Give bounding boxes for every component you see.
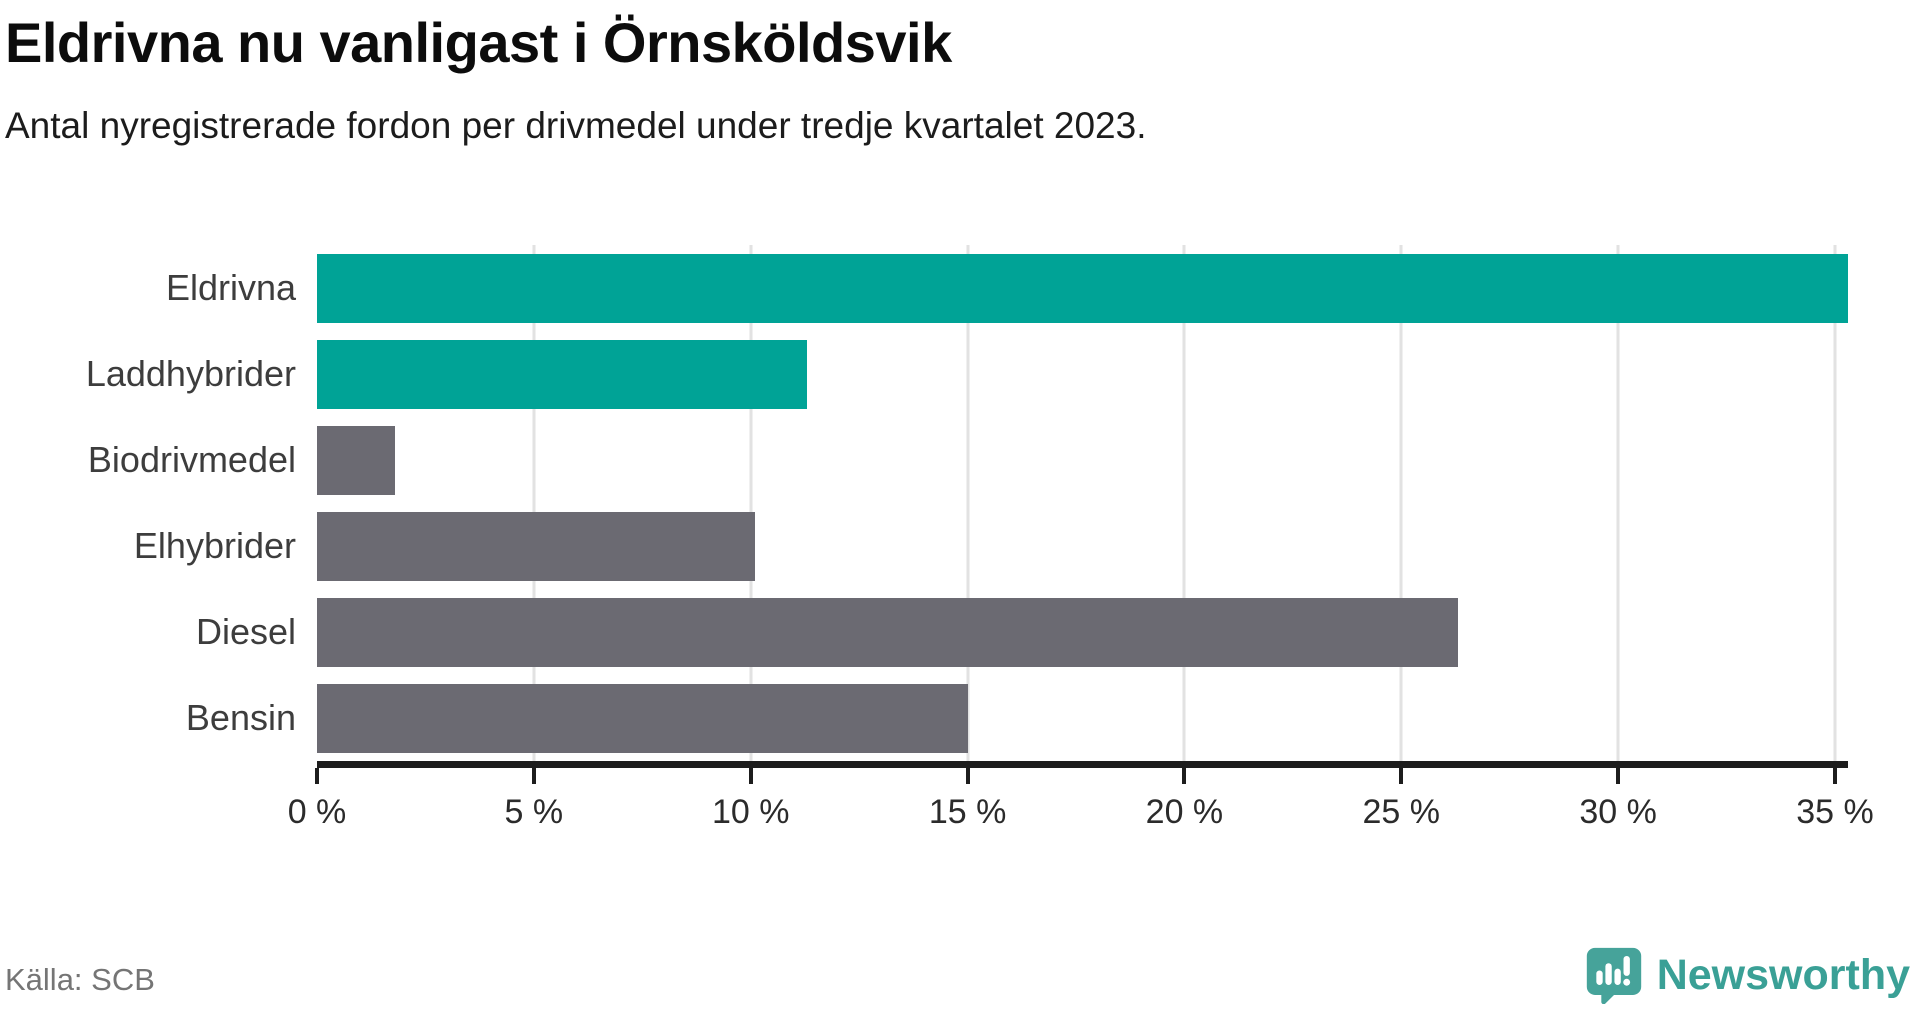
source-note: Källa: SCB bbox=[5, 962, 155, 997]
newsworthy-logo: Newsworthy bbox=[1585, 946, 1910, 1004]
x-tick-label-15: 15 % bbox=[928, 793, 1007, 831]
category-label-elhybrider: Elhybrider bbox=[133, 525, 296, 566]
bar-bensin bbox=[317, 683, 968, 753]
x-tick-label-0: 0 % bbox=[287, 793, 347, 831]
newsworthy-speech-bubble-icon bbox=[1586, 947, 1641, 1004]
x-axis-tick-35 bbox=[1832, 768, 1837, 784]
chart-subtitle: Antal nyregistrerade fordon per drivmede… bbox=[5, 105, 1147, 146]
x-tick-label-25: 25 % bbox=[1362, 793, 1441, 831]
gridline-15-percent bbox=[966, 245, 970, 761]
category-label-bensin: Bensin bbox=[185, 697, 296, 738]
bar-row-biodrivmedel bbox=[317, 417, 1848, 503]
x-axis-tick-25 bbox=[1399, 768, 1404, 784]
gridline-20-percent bbox=[1182, 245, 1186, 761]
bar-rows bbox=[317, 245, 1848, 761]
x-tick-label-35: 35 % bbox=[1796, 793, 1874, 831]
category-label-laddhybrider: Laddhybrider bbox=[85, 353, 296, 394]
gridline-5-percent bbox=[532, 245, 536, 761]
x-axis-tick-10 bbox=[748, 768, 753, 784]
x-tick-label-20: 20 % bbox=[1145, 793, 1224, 831]
x-axis-line bbox=[317, 761, 1848, 768]
category-label-eldrivna: Eldrivna bbox=[165, 267, 296, 308]
gridline-30-percent bbox=[1616, 245, 1620, 761]
plot-area: 0 % 5 % 10 % 15 % 20 % 25 % 30 % 35 % bbox=[288, 245, 1874, 831]
bar-row-diesel bbox=[317, 589, 1848, 675]
gridline-35-percent bbox=[1833, 245, 1837, 761]
bar-row-bensin bbox=[317, 675, 1848, 761]
category-label-column: Eldrivna Laddhybrider Biodrivmedel Elhybrid… bbox=[0, 245, 296, 761]
gridline-25-percent bbox=[1399, 245, 1403, 761]
newsworthy-wordmark: Newsworthy bbox=[1656, 950, 1910, 999]
bar-row-eldrivna bbox=[317, 245, 1848, 331]
category-label-biodrivmedel: Biodrivmedel bbox=[87, 439, 296, 480]
x-tick-label-10: 10 % bbox=[711, 793, 790, 831]
bar-diesel bbox=[317, 597, 1458, 667]
bar-row-laddhybrider bbox=[317, 331, 1848, 417]
bar-biodrivmedel bbox=[317, 425, 396, 495]
x-tick-label-5: 5 % bbox=[504, 793, 564, 831]
bar-elhybrider bbox=[317, 511, 756, 581]
x-axis-tick-5 bbox=[531, 768, 536, 784]
x-axis-tick-15 bbox=[965, 768, 970, 784]
x-axis-tick-30 bbox=[1616, 768, 1621, 784]
page-title: Eldrivna nu vanligast i Örnsköldsvik bbox=[5, 11, 952, 74]
bar-row-elhybrider bbox=[317, 503, 1848, 589]
x-axis-tick-20 bbox=[1182, 768, 1187, 784]
bar-laddhybrider bbox=[317, 339, 808, 409]
x-tick-label-30: 30 % bbox=[1579, 793, 1657, 831]
category-label-diesel: Diesel bbox=[195, 611, 296, 652]
bar-eldrivna bbox=[317, 253, 1848, 323]
gridline-10-percent bbox=[749, 245, 753, 761]
x-axis-tick-0 bbox=[315, 768, 319, 784]
